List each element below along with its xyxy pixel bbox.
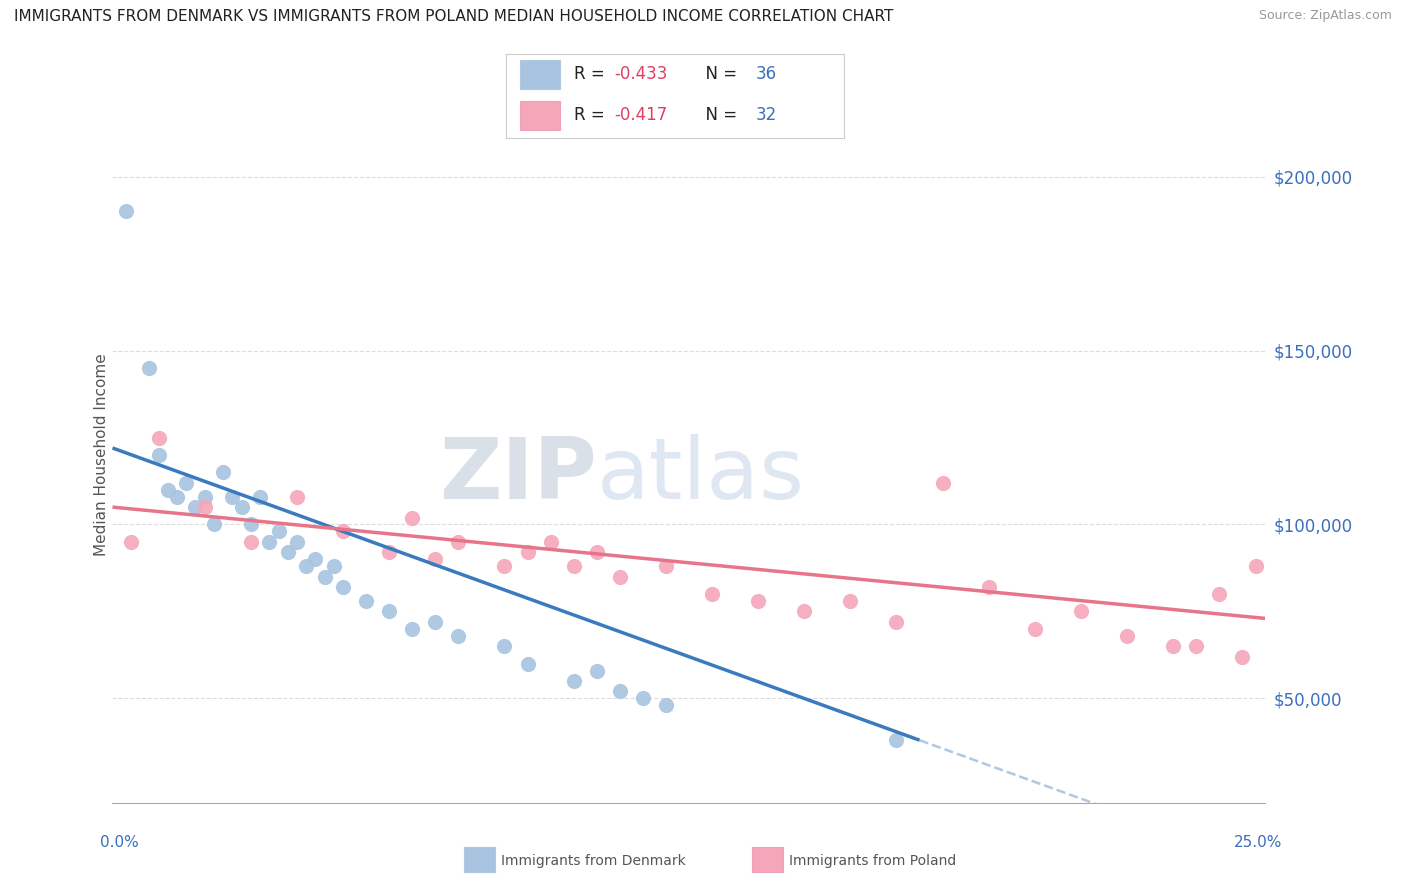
- Text: N =: N =: [695, 65, 742, 83]
- Point: [516, 657, 538, 671]
- Point: [839, 594, 862, 608]
- Bar: [520, 101, 560, 130]
- Point: [194, 490, 217, 504]
- Point: [1185, 639, 1208, 653]
- Point: [931, 475, 953, 490]
- Text: Immigrants from Poland: Immigrants from Poland: [789, 854, 956, 868]
- Point: [277, 545, 299, 559]
- Point: [239, 534, 262, 549]
- Point: [314, 570, 336, 584]
- Point: [259, 534, 281, 549]
- Point: [304, 552, 326, 566]
- Point: [120, 534, 142, 549]
- Point: [378, 605, 401, 619]
- Point: [1161, 639, 1184, 653]
- Point: [156, 483, 179, 497]
- Point: [609, 684, 631, 698]
- Text: Immigrants from Denmark: Immigrants from Denmark: [501, 854, 685, 868]
- Point: [1208, 587, 1230, 601]
- Point: [585, 664, 607, 678]
- Point: [425, 552, 447, 566]
- Point: [700, 587, 723, 601]
- Point: [378, 545, 401, 559]
- Point: [793, 605, 815, 619]
- Point: [562, 674, 585, 689]
- Point: [494, 559, 516, 574]
- Point: [1244, 559, 1267, 574]
- Point: [285, 490, 308, 504]
- Point: [516, 545, 538, 559]
- Point: [221, 490, 243, 504]
- Text: 0.0%: 0.0%: [100, 836, 139, 850]
- Point: [322, 559, 344, 574]
- Point: [562, 559, 585, 574]
- Point: [166, 490, 188, 504]
- Point: [332, 524, 354, 539]
- Text: N =: N =: [695, 105, 742, 123]
- Point: [886, 615, 908, 629]
- Point: [655, 559, 678, 574]
- Point: [1024, 622, 1046, 636]
- Point: [540, 534, 562, 549]
- Text: 36: 36: [756, 65, 778, 83]
- Text: R =: R =: [574, 65, 610, 83]
- Text: IMMIGRANTS FROM DENMARK VS IMMIGRANTS FROM POLAND MEDIAN HOUSEHOLD INCOME CORREL: IMMIGRANTS FROM DENMARK VS IMMIGRANTS FR…: [14, 9, 893, 24]
- Point: [239, 517, 262, 532]
- Point: [425, 615, 447, 629]
- Point: [249, 490, 271, 504]
- Point: [655, 698, 678, 713]
- Point: [609, 570, 631, 584]
- Point: [401, 622, 423, 636]
- Text: 25.0%: 25.0%: [1234, 836, 1282, 850]
- Text: 32: 32: [756, 105, 778, 123]
- Text: Source: ZipAtlas.com: Source: ZipAtlas.com: [1258, 9, 1392, 22]
- Point: [886, 733, 908, 747]
- Point: [631, 691, 654, 706]
- Point: [332, 580, 354, 594]
- Point: [977, 580, 1000, 594]
- Point: [747, 594, 769, 608]
- Bar: [520, 61, 560, 89]
- Point: [447, 629, 470, 643]
- Point: [231, 500, 253, 514]
- Point: [494, 639, 516, 653]
- Point: [295, 559, 318, 574]
- Point: [1232, 649, 1254, 664]
- Point: [1116, 629, 1139, 643]
- Point: [285, 534, 308, 549]
- Point: [174, 475, 197, 490]
- Point: [194, 500, 217, 514]
- Y-axis label: Median Household Income: Median Household Income: [94, 353, 108, 557]
- Point: [148, 448, 170, 462]
- Point: [138, 360, 160, 375]
- Point: [184, 500, 207, 514]
- Text: R =: R =: [574, 105, 610, 123]
- Point: [267, 524, 290, 539]
- Text: -0.417: -0.417: [614, 105, 668, 123]
- Text: ZIP: ZIP: [439, 434, 596, 517]
- Text: -0.433: -0.433: [614, 65, 668, 83]
- Point: [148, 430, 170, 444]
- Point: [1070, 605, 1092, 619]
- Point: [585, 545, 607, 559]
- Point: [202, 517, 225, 532]
- Text: atlas: atlas: [596, 434, 804, 517]
- Point: [212, 466, 235, 480]
- Point: [354, 594, 377, 608]
- Point: [115, 204, 138, 219]
- Point: [401, 510, 423, 524]
- Point: [447, 534, 470, 549]
